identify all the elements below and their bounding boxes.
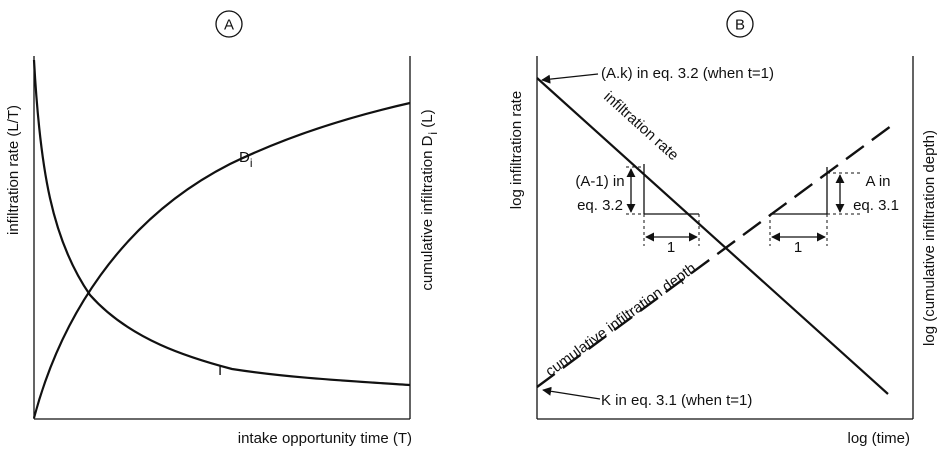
panel-a-y-label-left: infiltration rate (L/T) — [5, 105, 22, 235]
left-triangle-run: 1 — [667, 239, 675, 256]
right-triangle-run: 1 — [794, 239, 802, 256]
right-triangle-label-2: eq. 3.1 — [853, 197, 899, 214]
annotation-top: (A.k) in eq. 3.2 (when t=1) — [601, 65, 774, 82]
panel-b-y-label-left: log infiltration rate — [508, 91, 525, 209]
panel-b: B infiltration rate cumulative infiltrat… — [508, 10, 938, 447]
panel-a: A Di I infiltration rate (L/T) cumulativ… — [5, 10, 440, 447]
svg-text:A: A — [224, 17, 234, 34]
annotation-bottom-arrow — [542, 386, 601, 400]
annotation-top-arrow — [541, 73, 599, 84]
left-triangle-label-1: (A-1) in — [575, 173, 624, 190]
cumulative-line-label: cumulative infiltration depth — [542, 260, 699, 381]
cumulative-infiltration-line — [536, 125, 892, 388]
panel-a-badge: A — [215, 10, 243, 38]
infiltration-rate-line-label: infiltration rate — [600, 88, 681, 164]
slope-triangle-right: A in eq. 3.1 1 — [769, 167, 899, 256]
panel-a-y-label-right: cumulative infiltration Di (L) — [419, 109, 440, 290]
annotation-bottom: K in eq. 3.1 (when t=1) — [601, 392, 752, 409]
panel-a-x-label: intake opportunity time (T) — [238, 430, 412, 447]
left-triangle-label-2: eq. 3.2 — [577, 197, 623, 214]
svg-text:B: B — [735, 17, 745, 34]
panel-b-x-label: log (time) — [847, 430, 910, 447]
curve-d-label: Di — [239, 149, 253, 170]
cumulative-infiltration-curve — [32, 101, 411, 419]
panel-b-badge: B — [726, 10, 754, 38]
panel-b-y-label-right: log (cumulative infiltration depth) — [921, 130, 938, 346]
right-triangle-label-1: A in — [865, 173, 890, 190]
curve-i-label: I — [218, 362, 222, 379]
infiltration-rate-line — [536, 77, 889, 395]
infiltration-rate-curve — [32, 59, 411, 387]
slope-triangle-left: (A-1) in eq. 3.2 1 — [575, 164, 700, 256]
